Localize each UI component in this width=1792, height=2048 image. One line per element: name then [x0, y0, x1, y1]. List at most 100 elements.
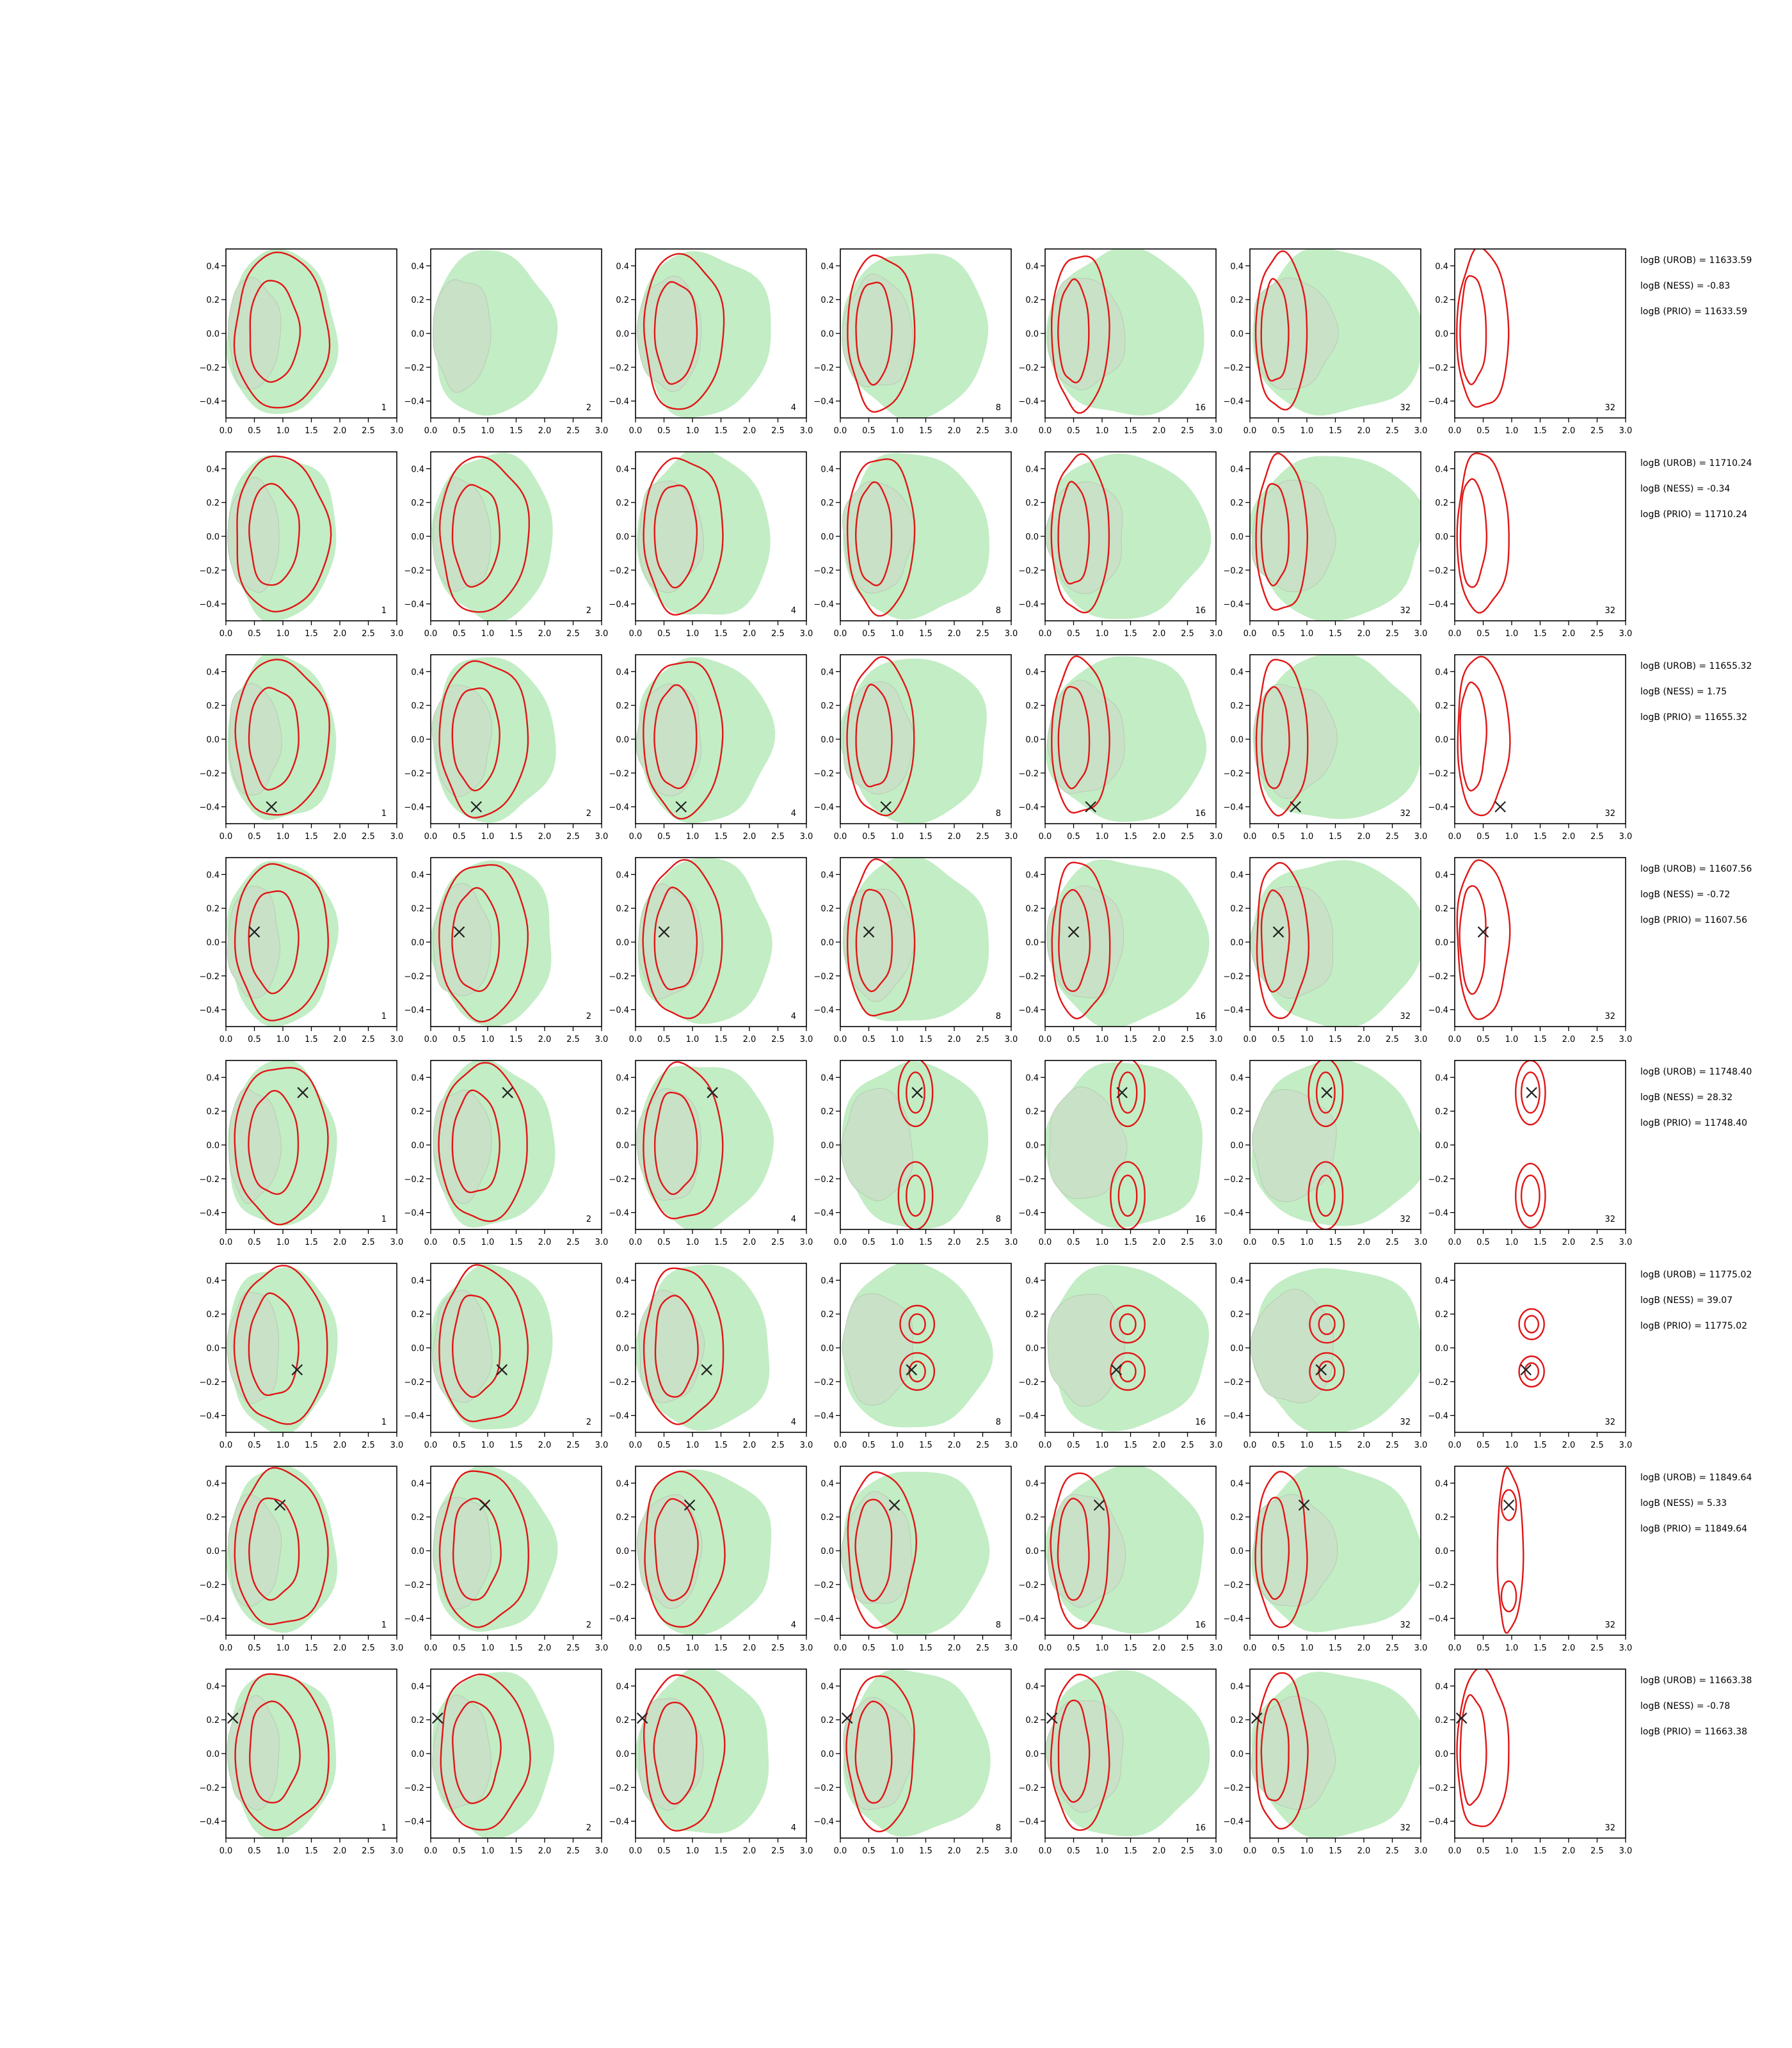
- x-tick-label: 1.5: [1533, 832, 1547, 842]
- y-tick-label: 0.4: [820, 1479, 834, 1489]
- panel-r2-c5: 0.0 0.5 1.0 1.5 2.0 2.5 3.0 0.4 0.2 0.0 −0.2 −0.4 16: [1018, 451, 1222, 639]
- logb-annotation: logB (UROB) = 11663.38: [1640, 1676, 1752, 1686]
- y-tick-label: 0.4: [1435, 465, 1448, 474]
- y-tick-label: −0.4: [813, 397, 834, 407]
- y-tick-label: −0.4: [813, 1412, 834, 1421]
- panel-label: 16: [1195, 1215, 1206, 1224]
- x-tick-label: 2.0: [1357, 1238, 1371, 1247]
- x-tick-label: 1.0: [481, 1238, 495, 1247]
- x-tick-label: 1.5: [305, 1644, 318, 1653]
- x-tick-label: 1.5: [919, 1238, 932, 1247]
- x-tick-label: 0.5: [862, 1441, 876, 1450]
- x-tick-label: 0.0: [1448, 1846, 1462, 1856]
- y-tick-label: −0.4: [1018, 803, 1039, 813]
- contour-line: [438, 1264, 529, 1423]
- contour-line: [643, 1674, 726, 1832]
- y-tick-label: −0.4: [1223, 1412, 1244, 1421]
- panel-r3-c1: 0.0 0.5 1.0 1.5 2.0 2.5 3.0 0.4 0.2 0.0 −0.2 −0.4 1: [199, 654, 403, 842]
- y-tick-label: 0.2: [1435, 1107, 1448, 1117]
- y-tick-label: −0.4: [609, 1209, 629, 1219]
- x-tick-label: 0.5: [1067, 1238, 1080, 1247]
- y-tick-label: 0.4: [616, 1682, 629, 1692]
- x-tick-label: 1.5: [1124, 832, 1137, 842]
- contour-line: [1051, 255, 1110, 414]
- x-tick-label: 0.5: [1272, 1644, 1285, 1653]
- y-tick-label: 0.0: [616, 330, 629, 339]
- true-value-marker: [880, 801, 892, 813]
- x-tick-label: 0.0: [1244, 832, 1257, 842]
- true-value-marker: [1321, 1087, 1332, 1098]
- y-tick-label: 0.2: [1025, 296, 1039, 305]
- y-tick-label: 0.0: [1025, 1344, 1039, 1354]
- x-tick-label: 1.5: [1329, 1644, 1342, 1653]
- x-tick-label: 1.5: [714, 1238, 728, 1247]
- x-tick-label: 1.5: [919, 426, 932, 436]
- contour-line: [1455, 249, 1510, 408]
- y-tick-label: 0.4: [1025, 1073, 1039, 1083]
- contour-line: [1057, 685, 1091, 790]
- y-tick-label: −0.2: [813, 1784, 834, 1793]
- contour-line: [451, 484, 501, 588]
- x-tick-label: 2.5: [1181, 426, 1194, 436]
- x-tick-label: 1.5: [1533, 426, 1547, 436]
- y-tick-label: −0.4: [609, 1615, 629, 1624]
- x-tick-label: 1.0: [481, 1644, 495, 1653]
- y-tick-label: 0.0: [1435, 1750, 1448, 1759]
- panel-label: 32: [1400, 1418, 1411, 1427]
- y-tick-label: −0.2: [1018, 1378, 1039, 1388]
- contour-line: [1518, 1356, 1545, 1388]
- contour-line: [846, 458, 916, 617]
- x-tick-label: 2.0: [1562, 1846, 1576, 1856]
- x-tick-label: 0.0: [834, 1846, 847, 1856]
- y-tick-label: 0.2: [1230, 1107, 1244, 1117]
- x-tick-label: 0.0: [424, 1644, 438, 1653]
- x-tick-label: 3.0: [1619, 1846, 1633, 1856]
- y-tick-label: −0.4: [1428, 1006, 1448, 1016]
- density-fill-inner: [637, 1494, 703, 1609]
- panel-r5-c1: 0.0 0.5 1.0 1.5 2.0 2.5 3.0 0.4 0.2 0.0 −0.2 −0.4 1: [199, 1060, 403, 1247]
- contour-line: [897, 1161, 934, 1229]
- x-tick-label: 2.5: [1181, 1441, 1194, 1450]
- y-tick-label: −0.2: [1018, 972, 1039, 982]
- x-tick-label: 2.0: [743, 1441, 756, 1450]
- contour-line: [1459, 681, 1488, 792]
- y-tick-label: 0.4: [1435, 1682, 1448, 1692]
- panel-label: 8: [996, 1418, 1001, 1427]
- y-tick-label: −0.2: [609, 972, 629, 982]
- x-tick-label: 2.5: [1386, 1644, 1399, 1653]
- y-tick-label: 0.2: [1025, 701, 1039, 711]
- x-tick-label: 1.5: [919, 1441, 932, 1450]
- x-tick-label: 0.0: [220, 1035, 233, 1044]
- contour-line: [1459, 478, 1488, 588]
- x-tick-label: 2.0: [1357, 1441, 1371, 1450]
- x-tick-label: 3.0: [800, 832, 813, 842]
- contour-line: [234, 1067, 329, 1226]
- logb-annotation: logB (UROB) = 11655.32: [1640, 661, 1752, 671]
- x-tick-label: 1.5: [919, 1846, 932, 1856]
- y-tick-label: 0.0: [411, 1344, 424, 1354]
- y-tick-label: 0.0: [616, 938, 629, 948]
- x-tick-label: 2.0: [1153, 426, 1166, 436]
- y-tick-label: 0.2: [1025, 1310, 1039, 1320]
- x-tick-label: 1.0: [1096, 1644, 1109, 1653]
- x-tick-label: 0.0: [220, 1846, 233, 1856]
- true-value-marker: [266, 801, 277, 813]
- contour-line: [1051, 655, 1110, 814]
- y-tick-label: 0.2: [820, 1107, 834, 1117]
- y-tick-label: 0.2: [1435, 1310, 1448, 1320]
- x-tick-label: 1.5: [1329, 1238, 1342, 1247]
- y-tick-label: −0.4: [1223, 803, 1244, 813]
- contour-line: [854, 1700, 893, 1804]
- y-tick-label: 0.4: [1230, 668, 1244, 677]
- contour-line: [451, 1089, 500, 1194]
- contour-line: [249, 280, 301, 383]
- x-tick-label: 0.5: [862, 1238, 876, 1247]
- x-tick-label: 1.5: [1329, 1441, 1342, 1450]
- true-value-marker: [684, 1499, 696, 1511]
- x-tick-label: 2.0: [948, 1846, 961, 1856]
- y-tick-label: 0.0: [206, 938, 220, 948]
- y-tick-label: 0.2: [820, 1513, 834, 1523]
- x-tick-label: 2.5: [976, 1441, 989, 1450]
- x-tick-label: 1.5: [1533, 1846, 1547, 1856]
- panel-label: 16: [1195, 1012, 1206, 1021]
